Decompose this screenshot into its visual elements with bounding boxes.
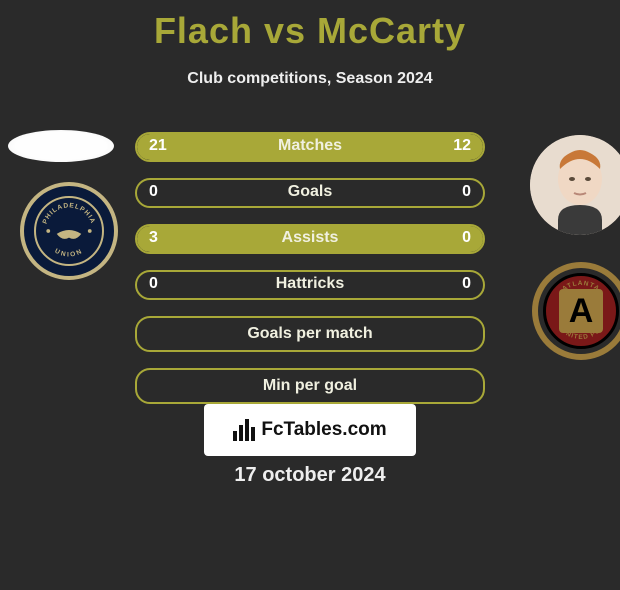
club-right-badge: ATLANTA UNITED FC A (532, 262, 620, 360)
stat-label: Goals per match (137, 325, 483, 343)
date-label: 17 october 2024 (0, 464, 620, 487)
stats-container: 2112Matches 00Goals 30Assists 00Hattricks Go… (135, 132, 485, 420)
stat-label: Matches (137, 137, 483, 155)
club-left-badge: PHILADELPHIA UNION (20, 182, 118, 280)
stat-label: Min per goal (137, 377, 483, 395)
stat-label: Goals (137, 183, 483, 201)
svg-text:ATLANTA: ATLANTA (561, 280, 601, 293)
stat-row: 00Hattricks (135, 270, 485, 300)
player-left-avatar (8, 130, 114, 162)
subtitle: Club competitions, Season 2024 (0, 70, 620, 88)
branding-icon (233, 419, 255, 441)
stat-row: Goals per match (135, 316, 485, 352)
page-title: Flach vs McCarty (0, 10, 620, 52)
stat-row: Min per goal (135, 368, 485, 404)
svg-text:PHILADELPHIA: PHILADELPHIA (42, 202, 97, 225)
stat-row: 30Assists (135, 224, 485, 254)
svg-text:UNITED FC: UNITED FC (560, 327, 602, 341)
branding-text: FcTables.com (261, 419, 386, 441)
stat-label: Assists (137, 229, 483, 247)
stat-row: 00Goals (135, 178, 485, 208)
svg-text:UNION: UNION (54, 248, 85, 259)
stat-label: Hattricks (137, 275, 483, 293)
branding-badge: FcTables.com (204, 404, 416, 456)
stat-row: 2112Matches (135, 132, 485, 162)
player-right-avatar (530, 135, 620, 235)
